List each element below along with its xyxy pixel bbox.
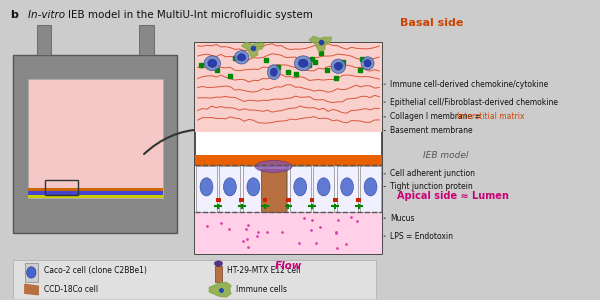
Ellipse shape — [317, 178, 330, 196]
FancyBboxPatch shape — [333, 198, 338, 202]
Ellipse shape — [298, 59, 308, 68]
Text: Cell adherent junction: Cell adherent junction — [390, 169, 475, 178]
Ellipse shape — [26, 267, 36, 278]
FancyBboxPatch shape — [28, 188, 163, 191]
Ellipse shape — [238, 54, 245, 61]
Ellipse shape — [214, 261, 223, 266]
FancyBboxPatch shape — [13, 55, 177, 233]
Ellipse shape — [200, 178, 213, 196]
Ellipse shape — [271, 178, 283, 196]
Ellipse shape — [361, 57, 374, 70]
Ellipse shape — [247, 178, 260, 196]
FancyBboxPatch shape — [25, 263, 38, 282]
Text: CCD-18Co cell: CCD-18Co cell — [44, 285, 98, 294]
Text: HT-29-MTX E12 cell: HT-29-MTX E12 cell — [227, 266, 301, 275]
FancyBboxPatch shape — [356, 198, 361, 202]
FancyBboxPatch shape — [195, 43, 382, 132]
FancyBboxPatch shape — [13, 260, 376, 298]
FancyBboxPatch shape — [266, 167, 287, 212]
Text: Immune cells: Immune cells — [236, 285, 287, 294]
Ellipse shape — [208, 59, 217, 68]
FancyBboxPatch shape — [220, 167, 241, 212]
Text: IEB model in the MultiU-Int microfluidic system: IEB model in the MultiU-Int microfluidic… — [68, 10, 313, 20]
Ellipse shape — [364, 60, 371, 67]
Text: LPS = Endotoxin: LPS = Endotoxin — [390, 232, 453, 241]
FancyBboxPatch shape — [263, 198, 268, 202]
Ellipse shape — [255, 160, 292, 172]
Text: Basal side: Basal side — [400, 18, 463, 28]
FancyBboxPatch shape — [310, 198, 314, 202]
Polygon shape — [309, 36, 332, 52]
FancyBboxPatch shape — [195, 212, 382, 254]
Ellipse shape — [331, 59, 346, 74]
Polygon shape — [25, 284, 38, 295]
FancyBboxPatch shape — [360, 167, 381, 212]
FancyBboxPatch shape — [28, 79, 163, 198]
Ellipse shape — [268, 65, 280, 80]
Ellipse shape — [364, 178, 377, 196]
Text: Mucus: Mucus — [390, 214, 415, 223]
Text: In-vitro: In-vitro — [28, 10, 68, 20]
Text: b: b — [10, 10, 18, 20]
FancyBboxPatch shape — [286, 198, 291, 202]
Ellipse shape — [204, 56, 221, 71]
Ellipse shape — [341, 178, 353, 196]
Text: Tight junction protein: Tight junction protein — [390, 182, 473, 191]
FancyBboxPatch shape — [337, 167, 358, 212]
Ellipse shape — [334, 62, 343, 70]
Polygon shape — [209, 282, 231, 297]
Text: Flow: Flow — [275, 261, 302, 271]
FancyBboxPatch shape — [28, 195, 163, 198]
Polygon shape — [242, 42, 265, 58]
FancyBboxPatch shape — [290, 167, 311, 212]
Text: Immune cell-derived chemokine/cytokine: Immune cell-derived chemokine/cytokine — [390, 80, 548, 89]
FancyBboxPatch shape — [28, 191, 163, 195]
Text: Epithelial cell/Fibroblast-derived chemokine: Epithelial cell/Fibroblast-derived chemo… — [390, 98, 558, 106]
FancyBboxPatch shape — [216, 198, 221, 202]
Ellipse shape — [234, 51, 249, 64]
FancyBboxPatch shape — [239, 198, 244, 202]
FancyBboxPatch shape — [139, 25, 154, 55]
FancyBboxPatch shape — [195, 167, 382, 212]
FancyBboxPatch shape — [243, 167, 264, 212]
Ellipse shape — [271, 68, 277, 76]
FancyBboxPatch shape — [313, 167, 334, 212]
FancyBboxPatch shape — [195, 155, 382, 167]
Text: Collagen I membrane =: Collagen I membrane = — [390, 112, 483, 122]
Text: Basement membrane: Basement membrane — [390, 126, 472, 135]
Text: Interstitial matrix: Interstitial matrix — [457, 112, 525, 122]
FancyBboxPatch shape — [195, 43, 382, 254]
FancyBboxPatch shape — [37, 25, 51, 55]
Ellipse shape — [223, 178, 236, 196]
Ellipse shape — [294, 178, 307, 196]
Text: Apical side ≈ Lumen: Apical side ≈ Lumen — [397, 191, 509, 201]
Ellipse shape — [295, 56, 312, 71]
Text: Caco-2 cell (clone C2BBe1): Caco-2 cell (clone C2BBe1) — [44, 266, 146, 275]
FancyBboxPatch shape — [215, 266, 221, 282]
Text: IEB model: IEB model — [423, 151, 469, 160]
FancyBboxPatch shape — [261, 169, 286, 212]
FancyBboxPatch shape — [196, 167, 217, 212]
